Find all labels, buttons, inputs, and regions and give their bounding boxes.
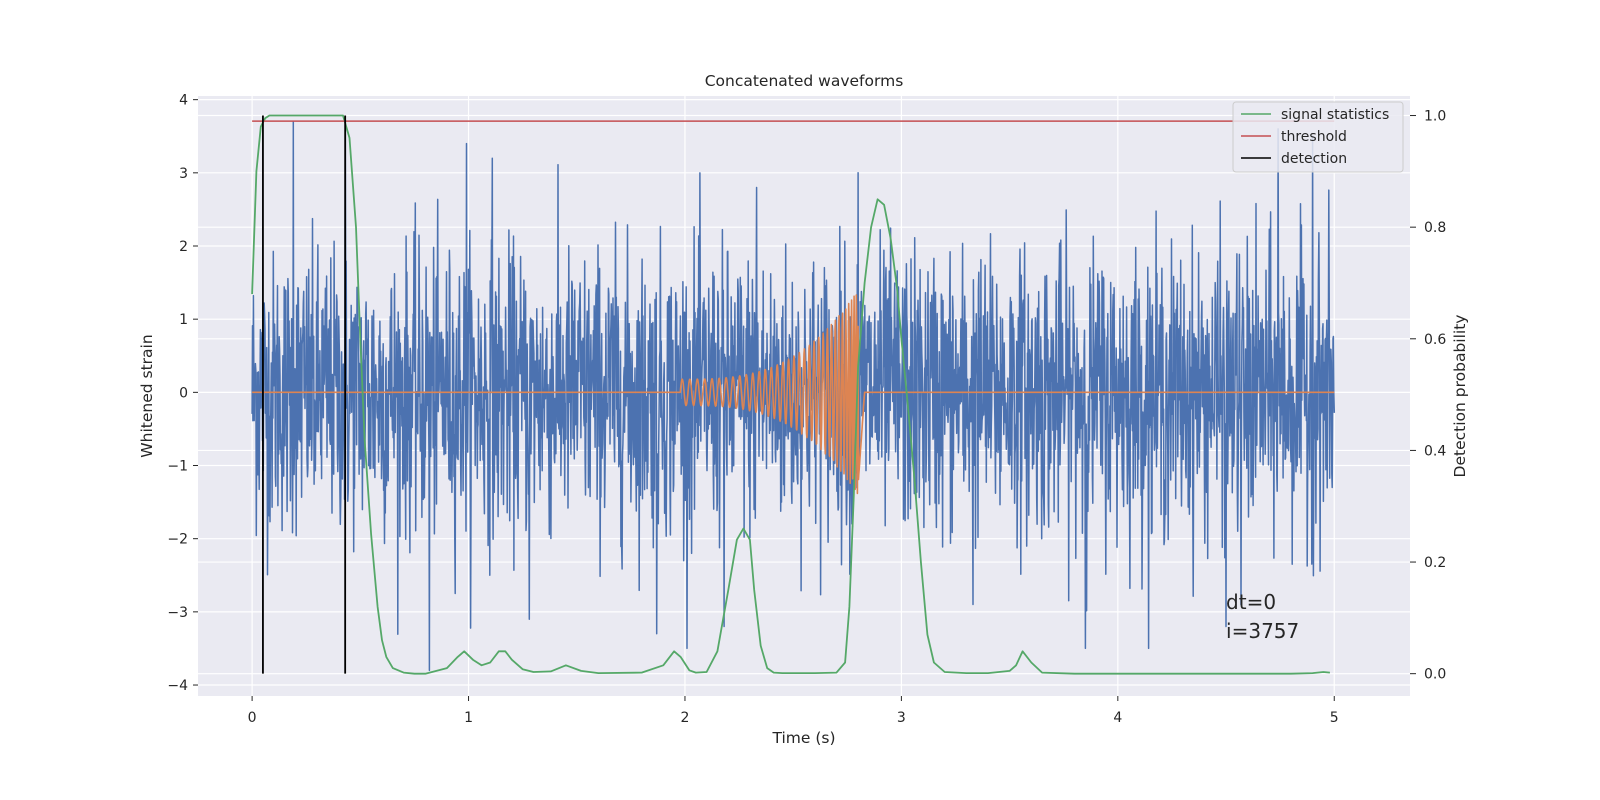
y-tick-label-0: −4 bbox=[167, 678, 188, 694]
y-tick-label-6: 2 bbox=[179, 239, 188, 255]
legend-label-threshold: threshold bbox=[1281, 129, 1347, 145]
x-axis-ticks: 0 1 2 3 4 5 bbox=[248, 696, 1339, 726]
annotation-dt: dt=0 bbox=[1226, 590, 1276, 614]
annotation-index: i=3757 bbox=[1226, 619, 1299, 643]
y2-tick-label-3: 0.6 bbox=[1424, 332, 1446, 348]
legend-label-detection: detection bbox=[1281, 151, 1347, 167]
y2-axis-ticks: 0.0 0.2 0.4 0.6 0.8 1.0 bbox=[1410, 109, 1446, 683]
signal-statistics-series bbox=[251, 114, 1330, 675]
x-tick-label-1: 1 bbox=[464, 710, 473, 726]
y2-tick-label-0: 0.0 bbox=[1424, 667, 1446, 683]
detection-series bbox=[262, 115, 347, 674]
y-tick-label-5: 1 bbox=[179, 312, 188, 328]
y2-tick-label-2: 0.4 bbox=[1424, 443, 1446, 459]
x-tick-label-3: 3 bbox=[897, 710, 906, 726]
legend: signal statistics threshold detection bbox=[1232, 101, 1404, 173]
signal-statistics-line bbox=[251, 114, 1330, 675]
y2-tick-label-1: 0.2 bbox=[1424, 555, 1446, 571]
y-tick-label-8: 4 bbox=[179, 93, 188, 109]
chirp-series bbox=[251, 294, 1335, 495]
y-tick-label-7: 3 bbox=[179, 166, 188, 182]
y-tick-label-2: −2 bbox=[167, 532, 188, 548]
y-axis-ticks: −4 −3 −2 −1 0 1 2 3 4 bbox=[167, 93, 198, 694]
x-tick-label-5: 5 bbox=[1330, 710, 1339, 726]
x-tick-label-0: 0 bbox=[248, 710, 257, 726]
y-tick-label-4: 0 bbox=[179, 385, 188, 401]
y2-tick-label-5: 1.0 bbox=[1424, 109, 1446, 125]
x-axis-label: Time (s) bbox=[771, 729, 835, 747]
x-tick-label-4: 4 bbox=[1113, 710, 1122, 726]
legend-box bbox=[1232, 101, 1404, 173]
legend-label-signal-statistics: signal statistics bbox=[1281, 107, 1389, 123]
y2-tick-label-4: 0.8 bbox=[1424, 220, 1446, 236]
noise-series bbox=[251, 120, 1336, 672]
y-axis-label: Whitened strain bbox=[138, 334, 156, 457]
noise-line bbox=[251, 120, 1336, 672]
y-tick-label-3: −1 bbox=[167, 459, 188, 475]
y-tick-label-1: −3 bbox=[167, 605, 188, 621]
x-tick-label-2: 2 bbox=[681, 710, 690, 726]
chart-title: Concatenated waveforms bbox=[705, 72, 904, 90]
chirp-line bbox=[251, 294, 1335, 495]
y2-axis-label: Detection probability bbox=[1451, 315, 1469, 478]
